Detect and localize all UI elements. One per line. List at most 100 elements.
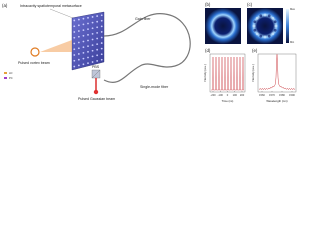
- gaussian-profile: [93, 89, 99, 95]
- x-tick-label: 200: [240, 93, 245, 97]
- meta-atom: [96, 20, 99, 23]
- panel-c: (c) Max Min: [247, 2, 296, 44]
- meta-atom: [96, 43, 99, 46]
- panel-d: (d) Intensity (a.u.) Time (ns) -200 -100 0…: [203, 48, 246, 103]
- meta-atom: [77, 18, 80, 21]
- meta-atom: [91, 61, 94, 63]
- pulse-train: [211, 56, 244, 91]
- speckle-spot: [255, 32, 259, 36]
- speckle-spot: [259, 34, 263, 38]
- meta-atom: [96, 31, 99, 34]
- speckle-spot: [271, 16, 275, 20]
- colorbar: [286, 9, 289, 43]
- x-label: Wavelength (nm): [266, 99, 287, 103]
- meta-atom: [96, 60, 99, 62]
- meta-atom: [73, 19, 76, 22]
- vortex-beam: [40, 40, 72, 52]
- meta-atom: [77, 64, 80, 67]
- meta-atom: [73, 59, 76, 62]
- beam-image: [205, 8, 241, 44]
- meta-atom: [91, 32, 94, 35]
- meta-atom: [77, 41, 80, 44]
- meta-atom: [82, 63, 85, 66]
- meta-atom: [96, 26, 99, 29]
- meta-atom: [77, 30, 80, 32]
- meta-atom: [82, 40, 85, 43]
- speckle-spot: [267, 14, 271, 18]
- meta-atom: [100, 36, 103, 39]
- meta-atom: [87, 22, 89, 25]
- meta-atom: [96, 15, 99, 17]
- meta-atom: [82, 23, 85, 26]
- pbs-label: PBS: [92, 65, 100, 69]
- meta-atom: [96, 37, 99, 40]
- speckle-spot: [252, 24, 256, 28]
- panel-label: (e): [252, 48, 258, 53]
- interference-pattern: [252, 13, 278, 39]
- meta-atom: [73, 31, 76, 33]
- meta-atom: [100, 31, 103, 33]
- meta-atom: [96, 54, 99, 57]
- x-tick-label: 1580: [279, 93, 285, 97]
- meta-atom: [91, 27, 94, 30]
- meta-atom: [73, 25, 76, 28]
- speckle-spot: [274, 24, 278, 28]
- meta-atom: [91, 16, 94, 18]
- meta-atom: [82, 57, 85, 60]
- vortex-profile: [30, 47, 40, 57]
- x-ticks: 1560 1570 1580 1590: [259, 91, 295, 97]
- panel-label: (b): [205, 2, 211, 7]
- panel-b: (b): [205, 2, 241, 44]
- panel-e: (e) Intensity (a.u.) Wavelength (nm) 156…: [251, 48, 297, 103]
- meta-atom: [87, 33, 89, 36]
- meta-atom: [100, 25, 103, 28]
- panel-a: (a) Intracavity spatiotemporal metasurfa…: [2, 3, 191, 101]
- speckle-spot: [253, 28, 257, 32]
- speckle-spot: [267, 34, 271, 38]
- meta-atom: [77, 24, 80, 27]
- speckle-spot: [255, 16, 259, 20]
- meta-atom: [100, 58, 103, 61]
- meta-atom: [91, 44, 94, 47]
- meta-atom: [82, 51, 85, 54]
- meta-atom: [82, 34, 85, 37]
- meta-atom: [82, 46, 85, 49]
- x-tick-label: 1560: [259, 93, 265, 97]
- meta-atom: [100, 42, 103, 44]
- colorbar-max: Max: [290, 7, 296, 11]
- gain-fiber-label: Gain fiber: [135, 17, 151, 21]
- meta-atom: [73, 42, 76, 45]
- x-tick-label: -100: [218, 93, 224, 97]
- meta-atom: [100, 19, 103, 22]
- colorbar-min: Min: [290, 40, 295, 44]
- x-tick-label: 1570: [269, 93, 275, 97]
- legend-swatch: [4, 72, 7, 74]
- speckle-spot: [273, 28, 277, 32]
- legend-text: LD: [9, 71, 12, 75]
- meta-atom: [82, 17, 85, 20]
- pbs-diagonal: [91, 69, 101, 79]
- meta-atom: [82, 29, 85, 32]
- spectrum: [258, 54, 296, 90]
- legend-swatch: [4, 77, 7, 79]
- page: (a) Intracavity spatiotemporal metasurfa…: [0, 0, 320, 107]
- speckle-spot: [259, 14, 263, 18]
- smf-label: Single-mode fiber: [140, 85, 169, 89]
- meta-atom: [87, 50, 89, 53]
- meta-atom: [87, 45, 89, 48]
- meta-atom: [73, 65, 76, 68]
- meta-atom: [87, 62, 89, 65]
- meta-atom: [100, 14, 103, 17]
- panel-label: (a): [2, 3, 8, 8]
- speckle-spot: [263, 13, 267, 17]
- beam-image: [247, 8, 283, 44]
- speckle-spot: [271, 32, 275, 36]
- meta-atom: [100, 53, 103, 56]
- meta-atom: [91, 49, 94, 52]
- axes-frame: [257, 53, 297, 93]
- meta-atom: [73, 54, 76, 56]
- speckle-spot: [263, 35, 267, 39]
- meta-atom: [77, 35, 80, 38]
- figure: (a) Intracavity spatiotemporal metasurfa…: [2, 2, 297, 103]
- panel-label: (d): [205, 48, 211, 53]
